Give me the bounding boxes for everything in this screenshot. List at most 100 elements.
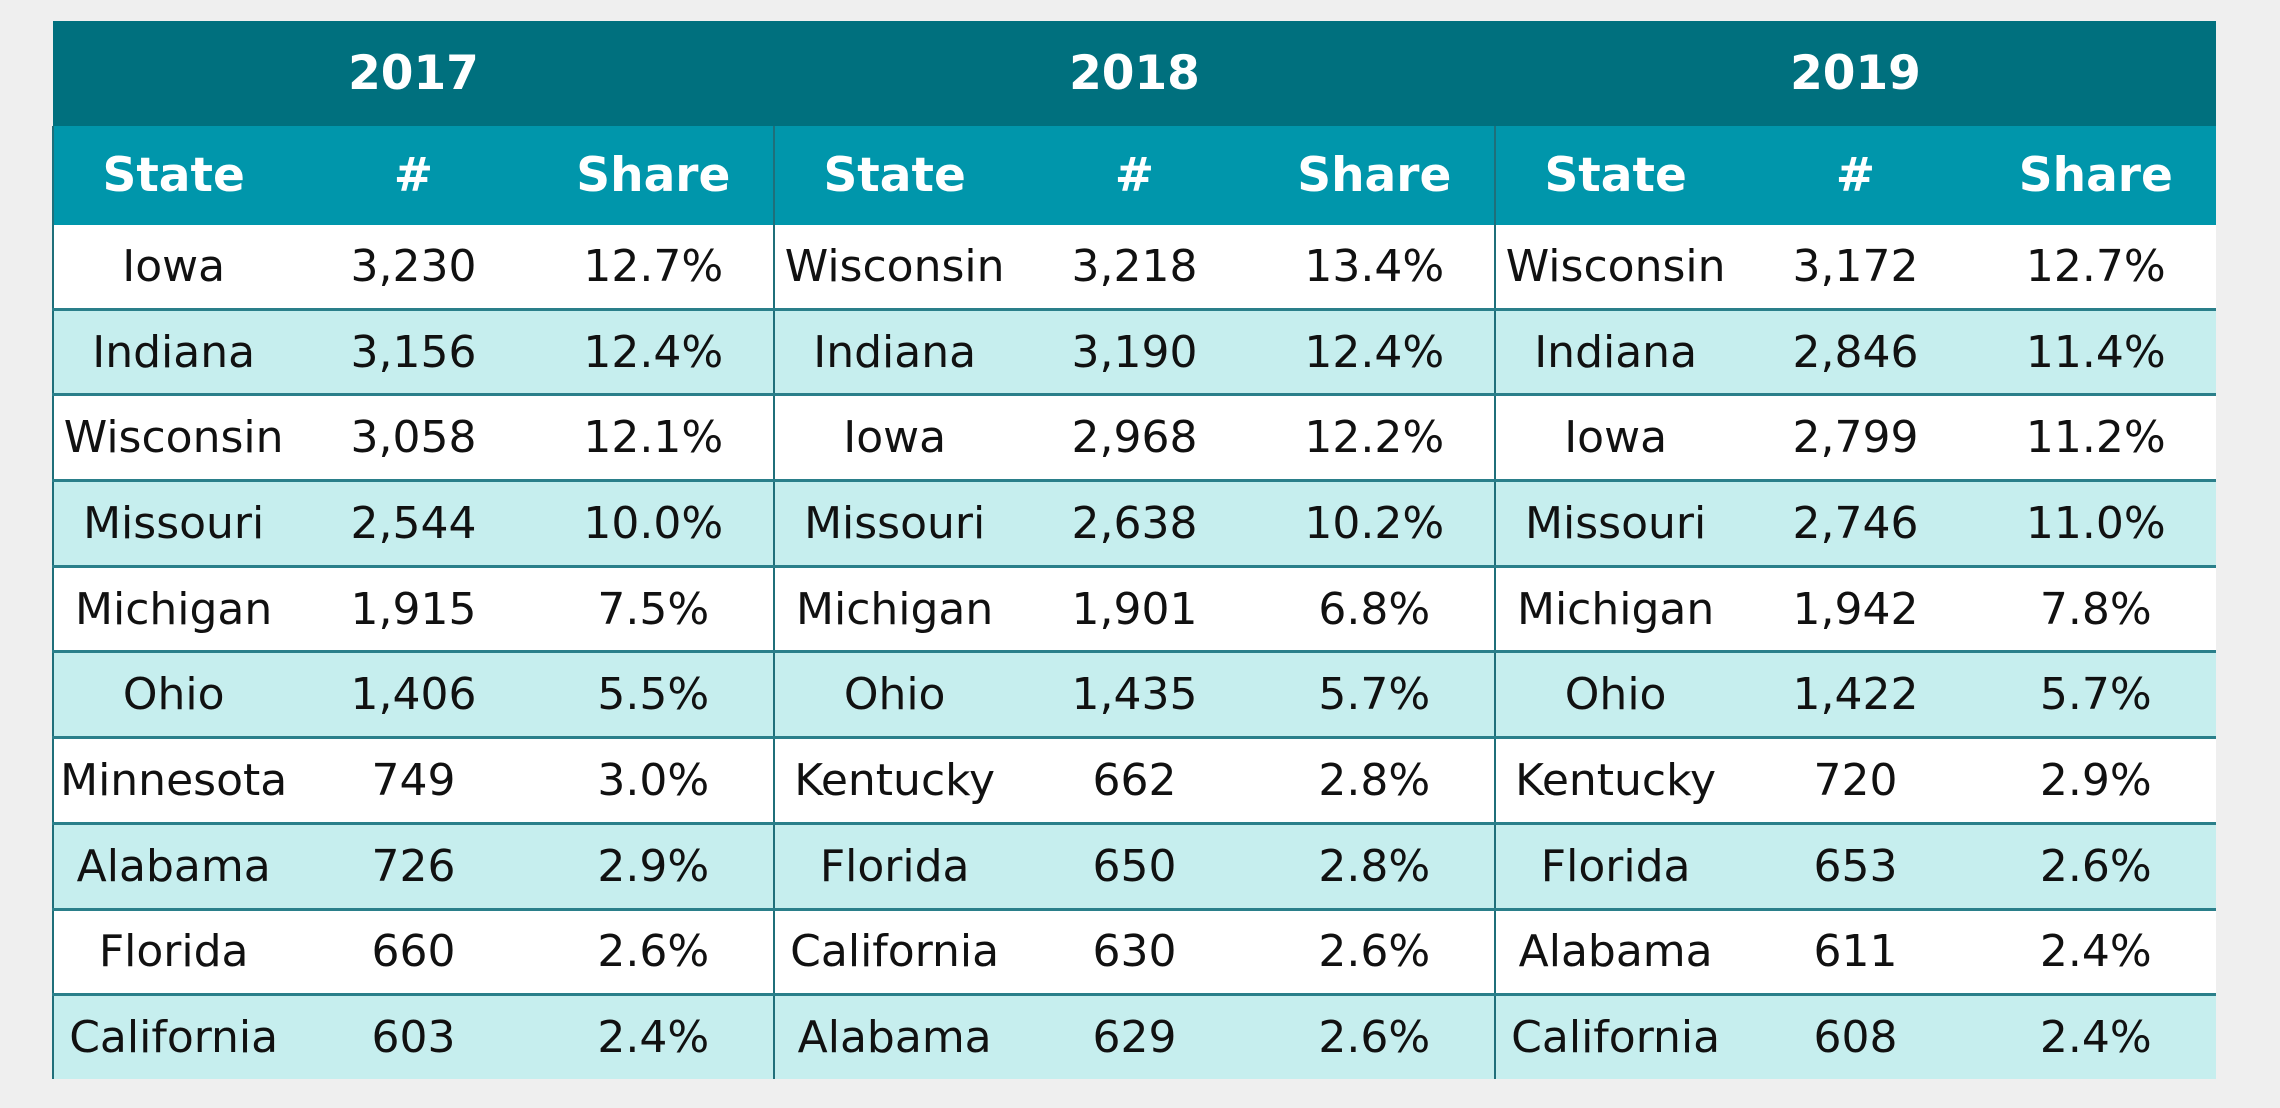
data-table: 2017 2018 2019 State # Share State # Sha… — [51, 21, 2216, 1079]
table-row: Missouri 2,544 10.0% Missouri 2,638 10.2% Miss… — [51, 480, 2216, 568]
share-cell: 3.0% — [533, 737, 774, 825]
table-row: Iowa 3,230 12.7% Wisconsin 3,218 13.4% Wiscons… — [51, 225, 2216, 311]
share-cell: 2.6% — [1254, 994, 1495, 1079]
year-header-2017: 2017 — [53, 21, 774, 126]
state-cell: Iowa — [51, 225, 294, 311]
share-cell: 11.2% — [1975, 394, 2216, 483]
count-cell: 3,172 — [1735, 225, 1976, 311]
state-cell: Minnesota — [51, 737, 294, 825]
state-cell: Indiana — [51, 309, 294, 397]
share-cell: 7.8% — [1975, 566, 2216, 654]
count-cell: 3,058 — [293, 394, 534, 483]
state-cell: Missouri — [51, 480, 294, 568]
share-cell: 11.0% — [1975, 480, 2216, 568]
state-cell: Florida — [772, 823, 1015, 911]
count-cell: 2,638 — [1014, 480, 1255, 568]
count-cell: 653 — [1735, 823, 1976, 911]
column-header-share: Share — [533, 126, 774, 225]
count-cell: 2,846 — [1735, 309, 1976, 397]
state-cell: California — [1493, 994, 1736, 1079]
table-row: California 603 2.4% Alabama 629 2.6% Californi… — [51, 994, 2216, 1079]
count-cell: 749 — [293, 737, 534, 825]
state-cell: California — [772, 909, 1015, 997]
column-header-row: State # Share State # Share State # Shar… — [51, 126, 2216, 225]
share-cell: 10.2% — [1254, 480, 1495, 568]
count-cell: 3,190 — [1014, 309, 1255, 397]
column-header-state: State — [772, 126, 1015, 225]
share-cell: 2.4% — [1975, 994, 2216, 1079]
count-cell: 608 — [1735, 994, 1976, 1079]
table-row: Indiana 3,156 12.4% Indiana 3,190 12.4% Indian… — [51, 309, 2216, 397]
count-cell: 1,901 — [1014, 566, 1255, 654]
count-cell: 1,406 — [293, 651, 534, 740]
state-cell: Indiana — [772, 309, 1015, 397]
state-cell: Michigan — [772, 566, 1015, 654]
state-cell: Wisconsin — [772, 225, 1015, 311]
year-header-2018: 2018 — [773, 21, 1495, 126]
share-cell: 6.8% — [1254, 566, 1495, 654]
state-cell: Wisconsin — [51, 394, 294, 483]
share-cell: 2.8% — [1254, 823, 1495, 911]
count-cell: 1,915 — [293, 566, 534, 654]
state-cell: Michigan — [1493, 566, 1736, 654]
share-cell: 2.6% — [533, 909, 774, 997]
share-cell: 12.1% — [533, 394, 774, 483]
share-cell: 12.4% — [533, 309, 774, 397]
column-header-count: # — [1014, 126, 1255, 225]
share-cell: 13.4% — [1254, 225, 1495, 311]
table-row: Michigan 1,915 7.5% Michigan 1,901 6.8% Michig… — [51, 566, 2216, 654]
count-cell: 1,422 — [1735, 651, 1976, 740]
state-cell: Florida — [51, 909, 294, 997]
state-cell: Kentucky — [772, 737, 1015, 825]
state-cell: Iowa — [1493, 394, 1736, 483]
share-cell: 2.9% — [533, 823, 774, 911]
column-header-count: # — [1735, 126, 1976, 225]
share-cell: 2.4% — [533, 994, 774, 1079]
count-cell: 611 — [1735, 909, 1976, 997]
state-cell: Missouri — [772, 480, 1015, 568]
share-cell: 10.0% — [533, 480, 774, 568]
table-row: Florida 660 2.6% California 630 2.6% Alabama 61… — [51, 909, 2216, 997]
column-header-state: State — [1493, 126, 1736, 225]
count-cell: 2,544 — [293, 480, 534, 568]
share-cell: 7.5% — [533, 566, 774, 654]
year-header-row: 2017 2018 2019 — [53, 21, 2216, 126]
table-row: Alabama 726 2.9% Florida 650 2.8% Florida 653 2.… — [51, 823, 2216, 911]
state-cell: Iowa — [772, 394, 1015, 483]
count-cell: 629 — [1014, 994, 1255, 1079]
count-cell: 1,942 — [1735, 566, 1976, 654]
state-cell: Indiana — [1493, 309, 1736, 397]
count-cell: 726 — [293, 823, 534, 911]
count-cell: 3,218 — [1014, 225, 1255, 311]
count-cell: 1,435 — [1014, 651, 1255, 740]
share-cell: 12.4% — [1254, 309, 1495, 397]
share-cell: 12.7% — [1975, 225, 2216, 311]
column-header-share: Share — [1975, 126, 2216, 225]
count-cell: 630 — [1014, 909, 1255, 997]
share-cell: 2.6% — [1254, 909, 1495, 997]
state-cell: Florida — [1493, 823, 1736, 911]
count-cell: 660 — [293, 909, 534, 997]
table-body: Iowa 3,230 12.7% Wisconsin 3,218 13.4% Wiscons… — [51, 225, 2216, 1079]
state-cell: Ohio — [1493, 651, 1736, 740]
state-cell: Ohio — [772, 651, 1015, 740]
state-ranking-table: 2017 2018 2019 State # Share State # Sha… — [51, 21, 2216, 1079]
table-row: Minnesota 749 3.0% Kentucky 662 2.8% Kentucky 7… — [51, 737, 2216, 825]
count-cell: 720 — [1735, 737, 1976, 825]
count-cell: 3,156 — [293, 309, 534, 397]
state-cell: Wisconsin — [1493, 225, 1736, 311]
state-cell: Michigan — [51, 566, 294, 654]
column-header-count: # — [293, 126, 534, 225]
state-cell: Missouri — [1493, 480, 1736, 568]
state-cell: Alabama — [1493, 909, 1736, 997]
share-cell: 5.7% — [1975, 651, 2216, 740]
state-cell: Kentucky — [1493, 737, 1736, 825]
count-cell: 3,230 — [293, 225, 534, 311]
count-cell: 650 — [1014, 823, 1255, 911]
year-header-2019: 2019 — [1494, 21, 2216, 126]
share-cell: 2.4% — [1975, 909, 2216, 997]
column-header-share: Share — [1254, 126, 1495, 225]
share-cell: 2.9% — [1975, 737, 2216, 825]
column-header-state: State — [51, 126, 294, 225]
count-cell: 2,746 — [1735, 480, 1976, 568]
